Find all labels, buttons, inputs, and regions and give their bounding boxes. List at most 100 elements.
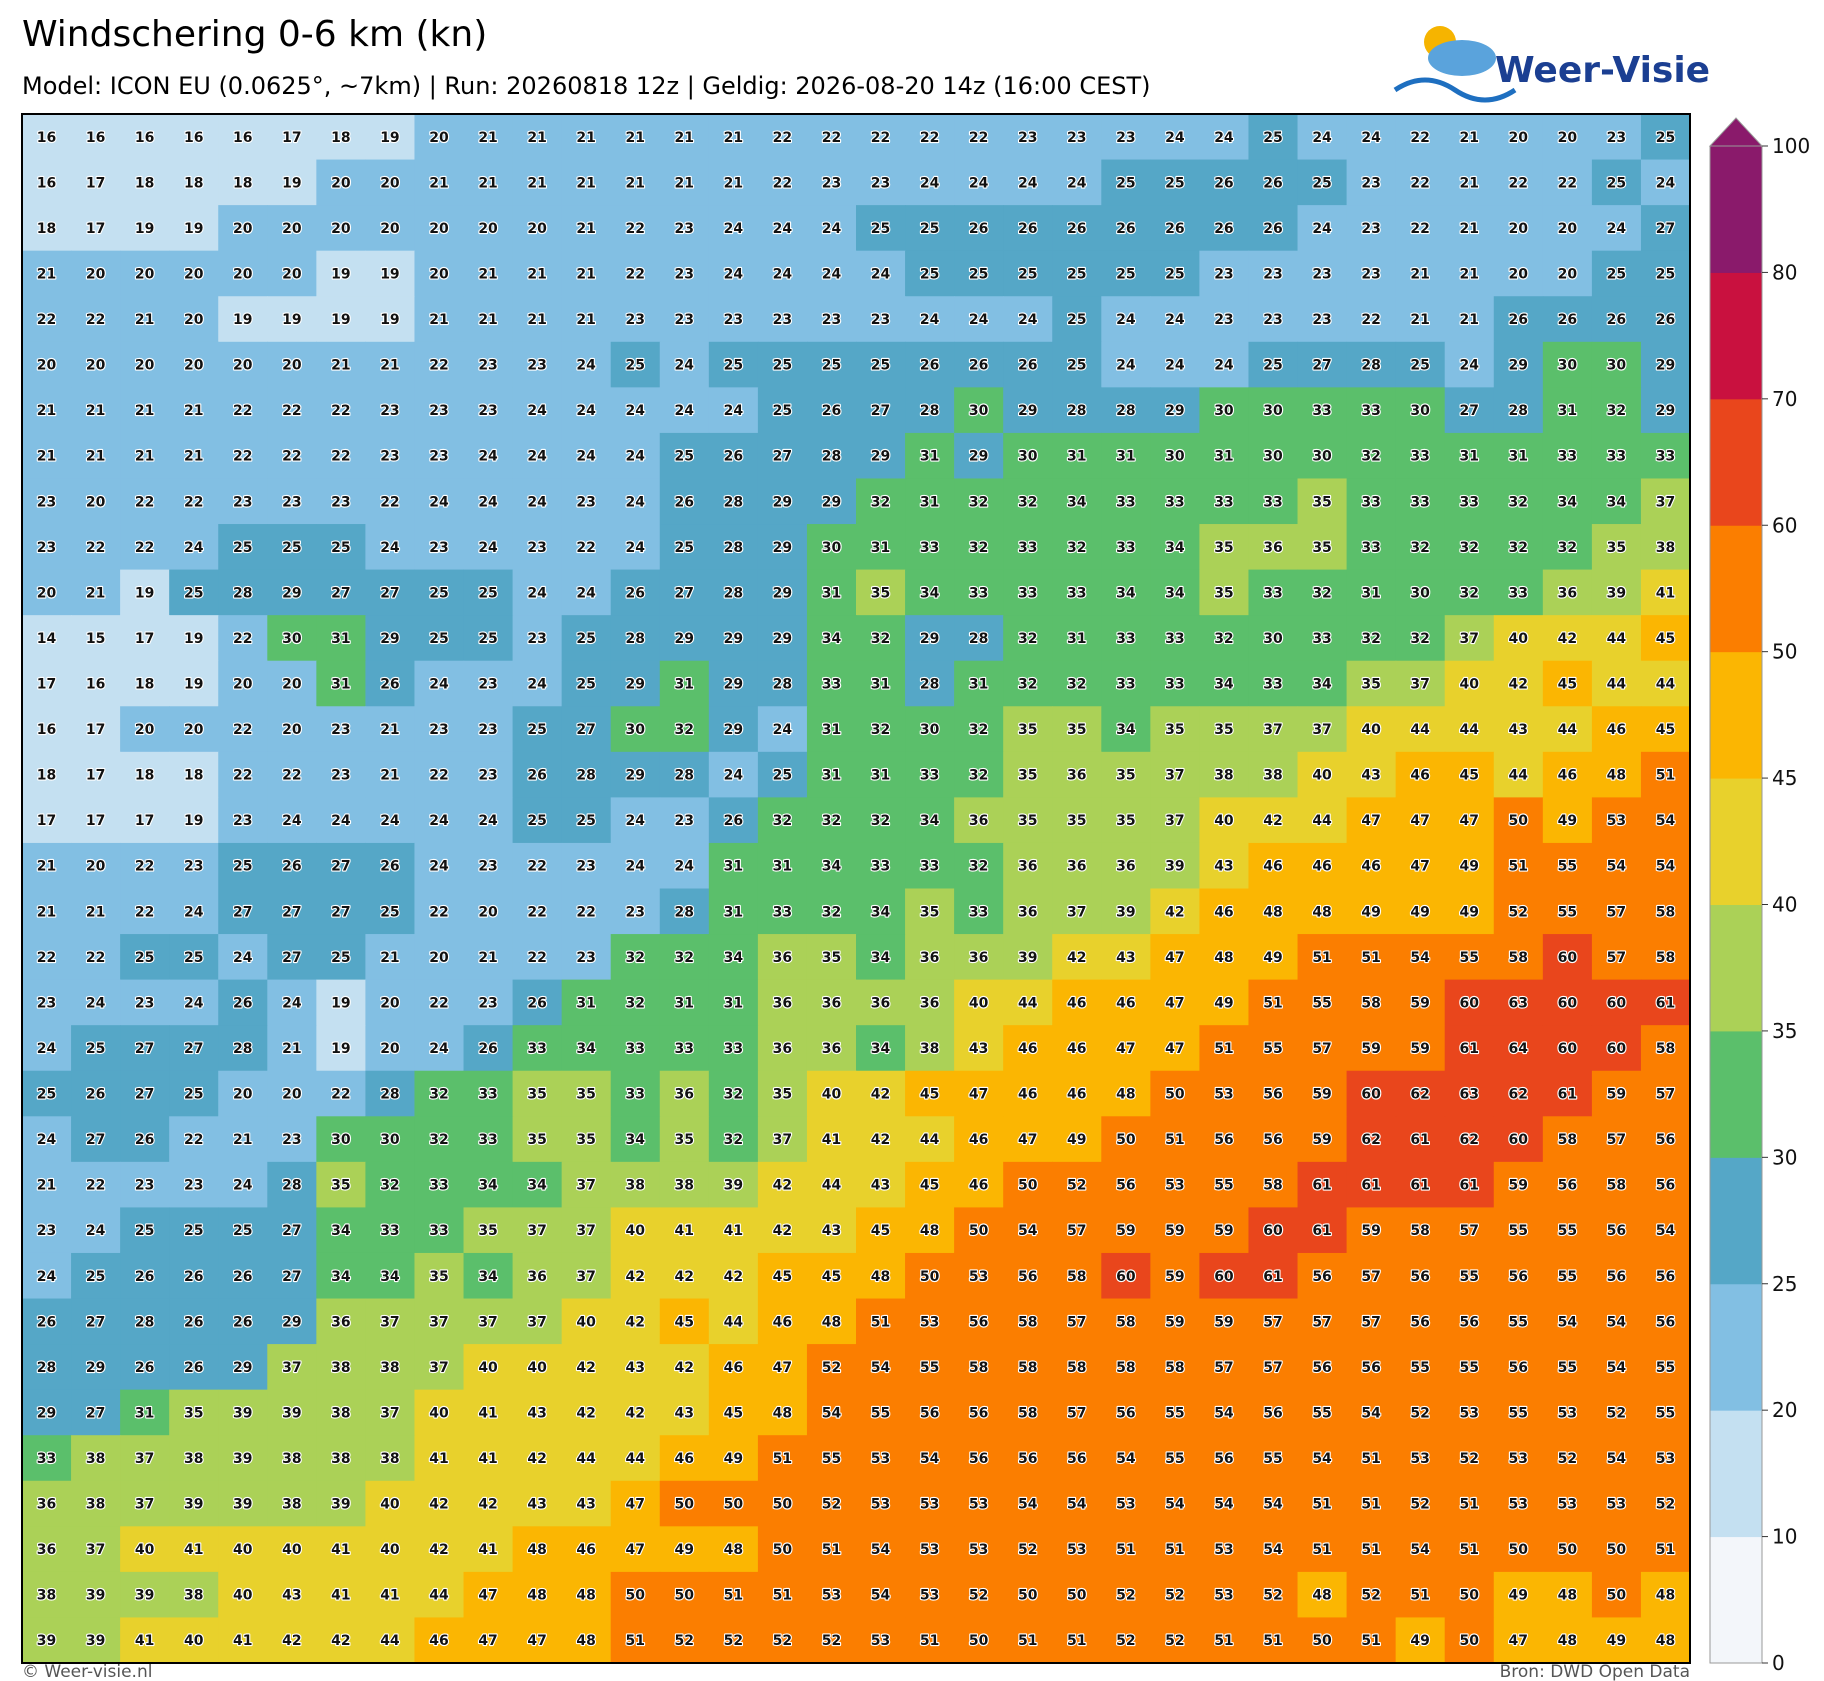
- cell: [1297, 387, 1348, 434]
- cell-value: 32: [1459, 585, 1478, 601]
- cell-value: 31: [1067, 449, 1086, 465]
- cell-value: 55: [1263, 1451, 1282, 1467]
- cell-value: 55: [871, 1405, 890, 1421]
- cell: [267, 1344, 317, 1391]
- cell: [1248, 569, 1299, 616]
- cell: [169, 296, 219, 343]
- cell: [905, 1617, 955, 1664]
- cell-value: 22: [527, 904, 546, 920]
- cell: [708, 341, 759, 388]
- cell: [1395, 979, 1446, 1026]
- cell-value: 29: [724, 631, 743, 647]
- cell: [1150, 934, 1201, 981]
- cell-value: 30: [822, 540, 842, 556]
- cell-value: 60: [1558, 995, 1578, 1011]
- cell: [1395, 934, 1446, 981]
- cell-value: 36: [822, 995, 841, 1011]
- cell: [267, 1526, 317, 1573]
- cell: [806, 1298, 857, 1345]
- cell: [561, 1252, 612, 1300]
- cell-value: 54: [1558, 1314, 1578, 1330]
- cell: [1052, 1344, 1102, 1391]
- colorbar-label: 80: [1772, 260, 1797, 284]
- cell-value: 55: [1312, 1405, 1331, 1421]
- cell: [856, 706, 906, 753]
- cell-value: 56: [1656, 1132, 1675, 1148]
- cell: [1591, 660, 1642, 707]
- cell-value: 29: [773, 494, 792, 510]
- cell-value: 51: [1214, 1633, 1233, 1649]
- cell-value: 57: [1656, 1087, 1675, 1103]
- cell: [120, 1207, 170, 1254]
- cell-value: 49: [1067, 1132, 1086, 1148]
- cell: [1297, 979, 1348, 1026]
- cell: [1346, 660, 1397, 707]
- cell: [1248, 341, 1299, 388]
- cell: [1444, 387, 1495, 434]
- cell-value: 40: [822, 1087, 842, 1103]
- cell: [1003, 250, 1053, 297]
- cell-value: 25: [1607, 266, 1626, 282]
- cell: [218, 1480, 268, 1527]
- cell-value: 45: [773, 1269, 792, 1285]
- cell: [1395, 250, 1446, 297]
- cell-value: 28: [233, 1041, 252, 1057]
- cell-value: 46: [969, 1178, 988, 1194]
- cell-value: 25: [135, 950, 154, 966]
- cell: [561, 842, 612, 890]
- cell: [1297, 1252, 1348, 1300]
- cell-value: 23: [478, 403, 497, 419]
- cell: [1248, 432, 1299, 480]
- cell: [365, 842, 416, 890]
- cell-value: 22: [429, 904, 448, 920]
- cell: [1003, 569, 1053, 616]
- cell: [1052, 387, 1102, 434]
- cell-value: 28: [675, 768, 694, 784]
- cell-value: 31: [1361, 585, 1380, 601]
- cell-value: 32: [822, 813, 841, 829]
- cell: [267, 1025, 317, 1072]
- cell: [1640, 569, 1691, 616]
- cell: [512, 1025, 563, 1072]
- cell: [1493, 660, 1544, 707]
- cell: [22, 1161, 72, 1209]
- cell: [267, 1070, 317, 1117]
- cell-value: 62: [1459, 1132, 1478, 1148]
- cell: [1542, 1298, 1593, 1345]
- colorbar-label: 35: [1772, 1019, 1797, 1043]
- cell-value: 45: [1656, 631, 1675, 647]
- cell: [1640, 1161, 1691, 1209]
- cell-value: 51: [1459, 1497, 1478, 1513]
- cell-value: 21: [37, 449, 56, 465]
- cell-value: 28: [724, 540, 743, 556]
- cell: [659, 842, 710, 890]
- cell-value: 50: [675, 1588, 695, 1604]
- cell-value: 44: [724, 1314, 744, 1330]
- cell-value: 26: [380, 859, 399, 875]
- cell-value: 25: [675, 540, 694, 556]
- colorbar-segment: [1710, 651, 1762, 779]
- cell: [22, 842, 72, 890]
- cell: [905, 1161, 955, 1209]
- cell: [512, 1480, 563, 1527]
- cell-value: 55: [1558, 1269, 1577, 1285]
- cell: [218, 1116, 268, 1163]
- cell: [561, 296, 612, 343]
- cell: [1199, 1526, 1250, 1573]
- cell: [365, 1207, 416, 1254]
- cell: [1150, 387, 1201, 434]
- cell: [954, 888, 1004, 935]
- cell: [512, 934, 563, 981]
- cell-value: 21: [576, 175, 595, 191]
- cell: [1395, 1571, 1446, 1619]
- cell: [1346, 1252, 1397, 1300]
- cell: [1444, 797, 1495, 844]
- cell: [1493, 1070, 1544, 1117]
- cell: [1199, 1571, 1250, 1619]
- cell: [22, 615, 72, 662]
- cell: [414, 615, 465, 662]
- cell-value: 42: [576, 1360, 595, 1376]
- cell-value: 33: [1656, 449, 1675, 465]
- cell-value: 55: [1263, 1041, 1282, 1057]
- cell-value: 42: [773, 1223, 792, 1239]
